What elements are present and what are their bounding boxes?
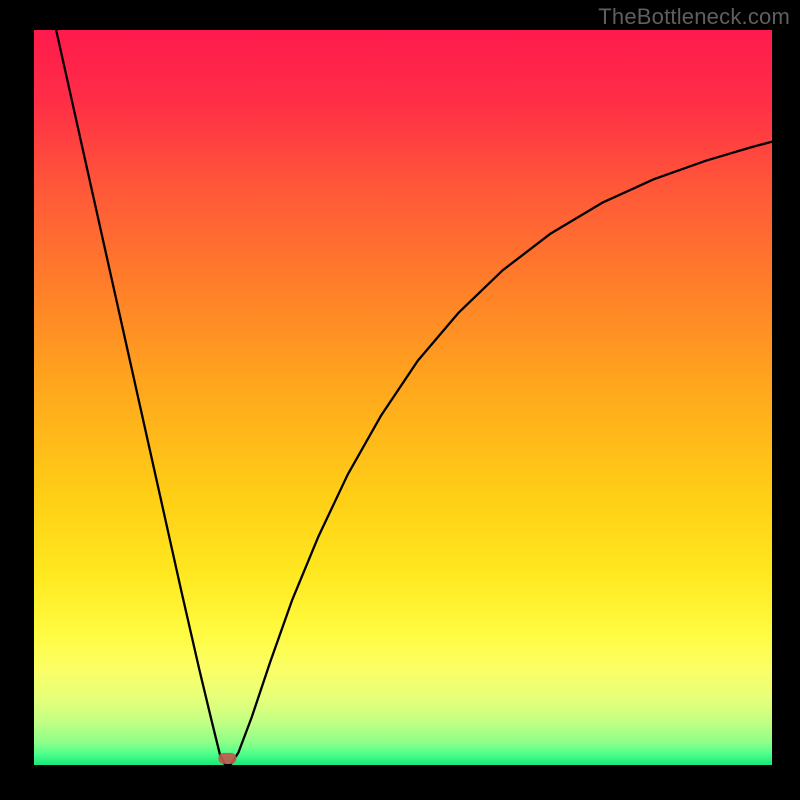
chart-svg <box>34 30 772 765</box>
gradient-background <box>34 30 772 765</box>
watermark-text: TheBottleneck.com <box>598 4 790 30</box>
plot-area <box>34 30 772 765</box>
minimum-marker <box>218 753 236 764</box>
chart-stage: TheBottleneck.com <box>0 0 800 800</box>
